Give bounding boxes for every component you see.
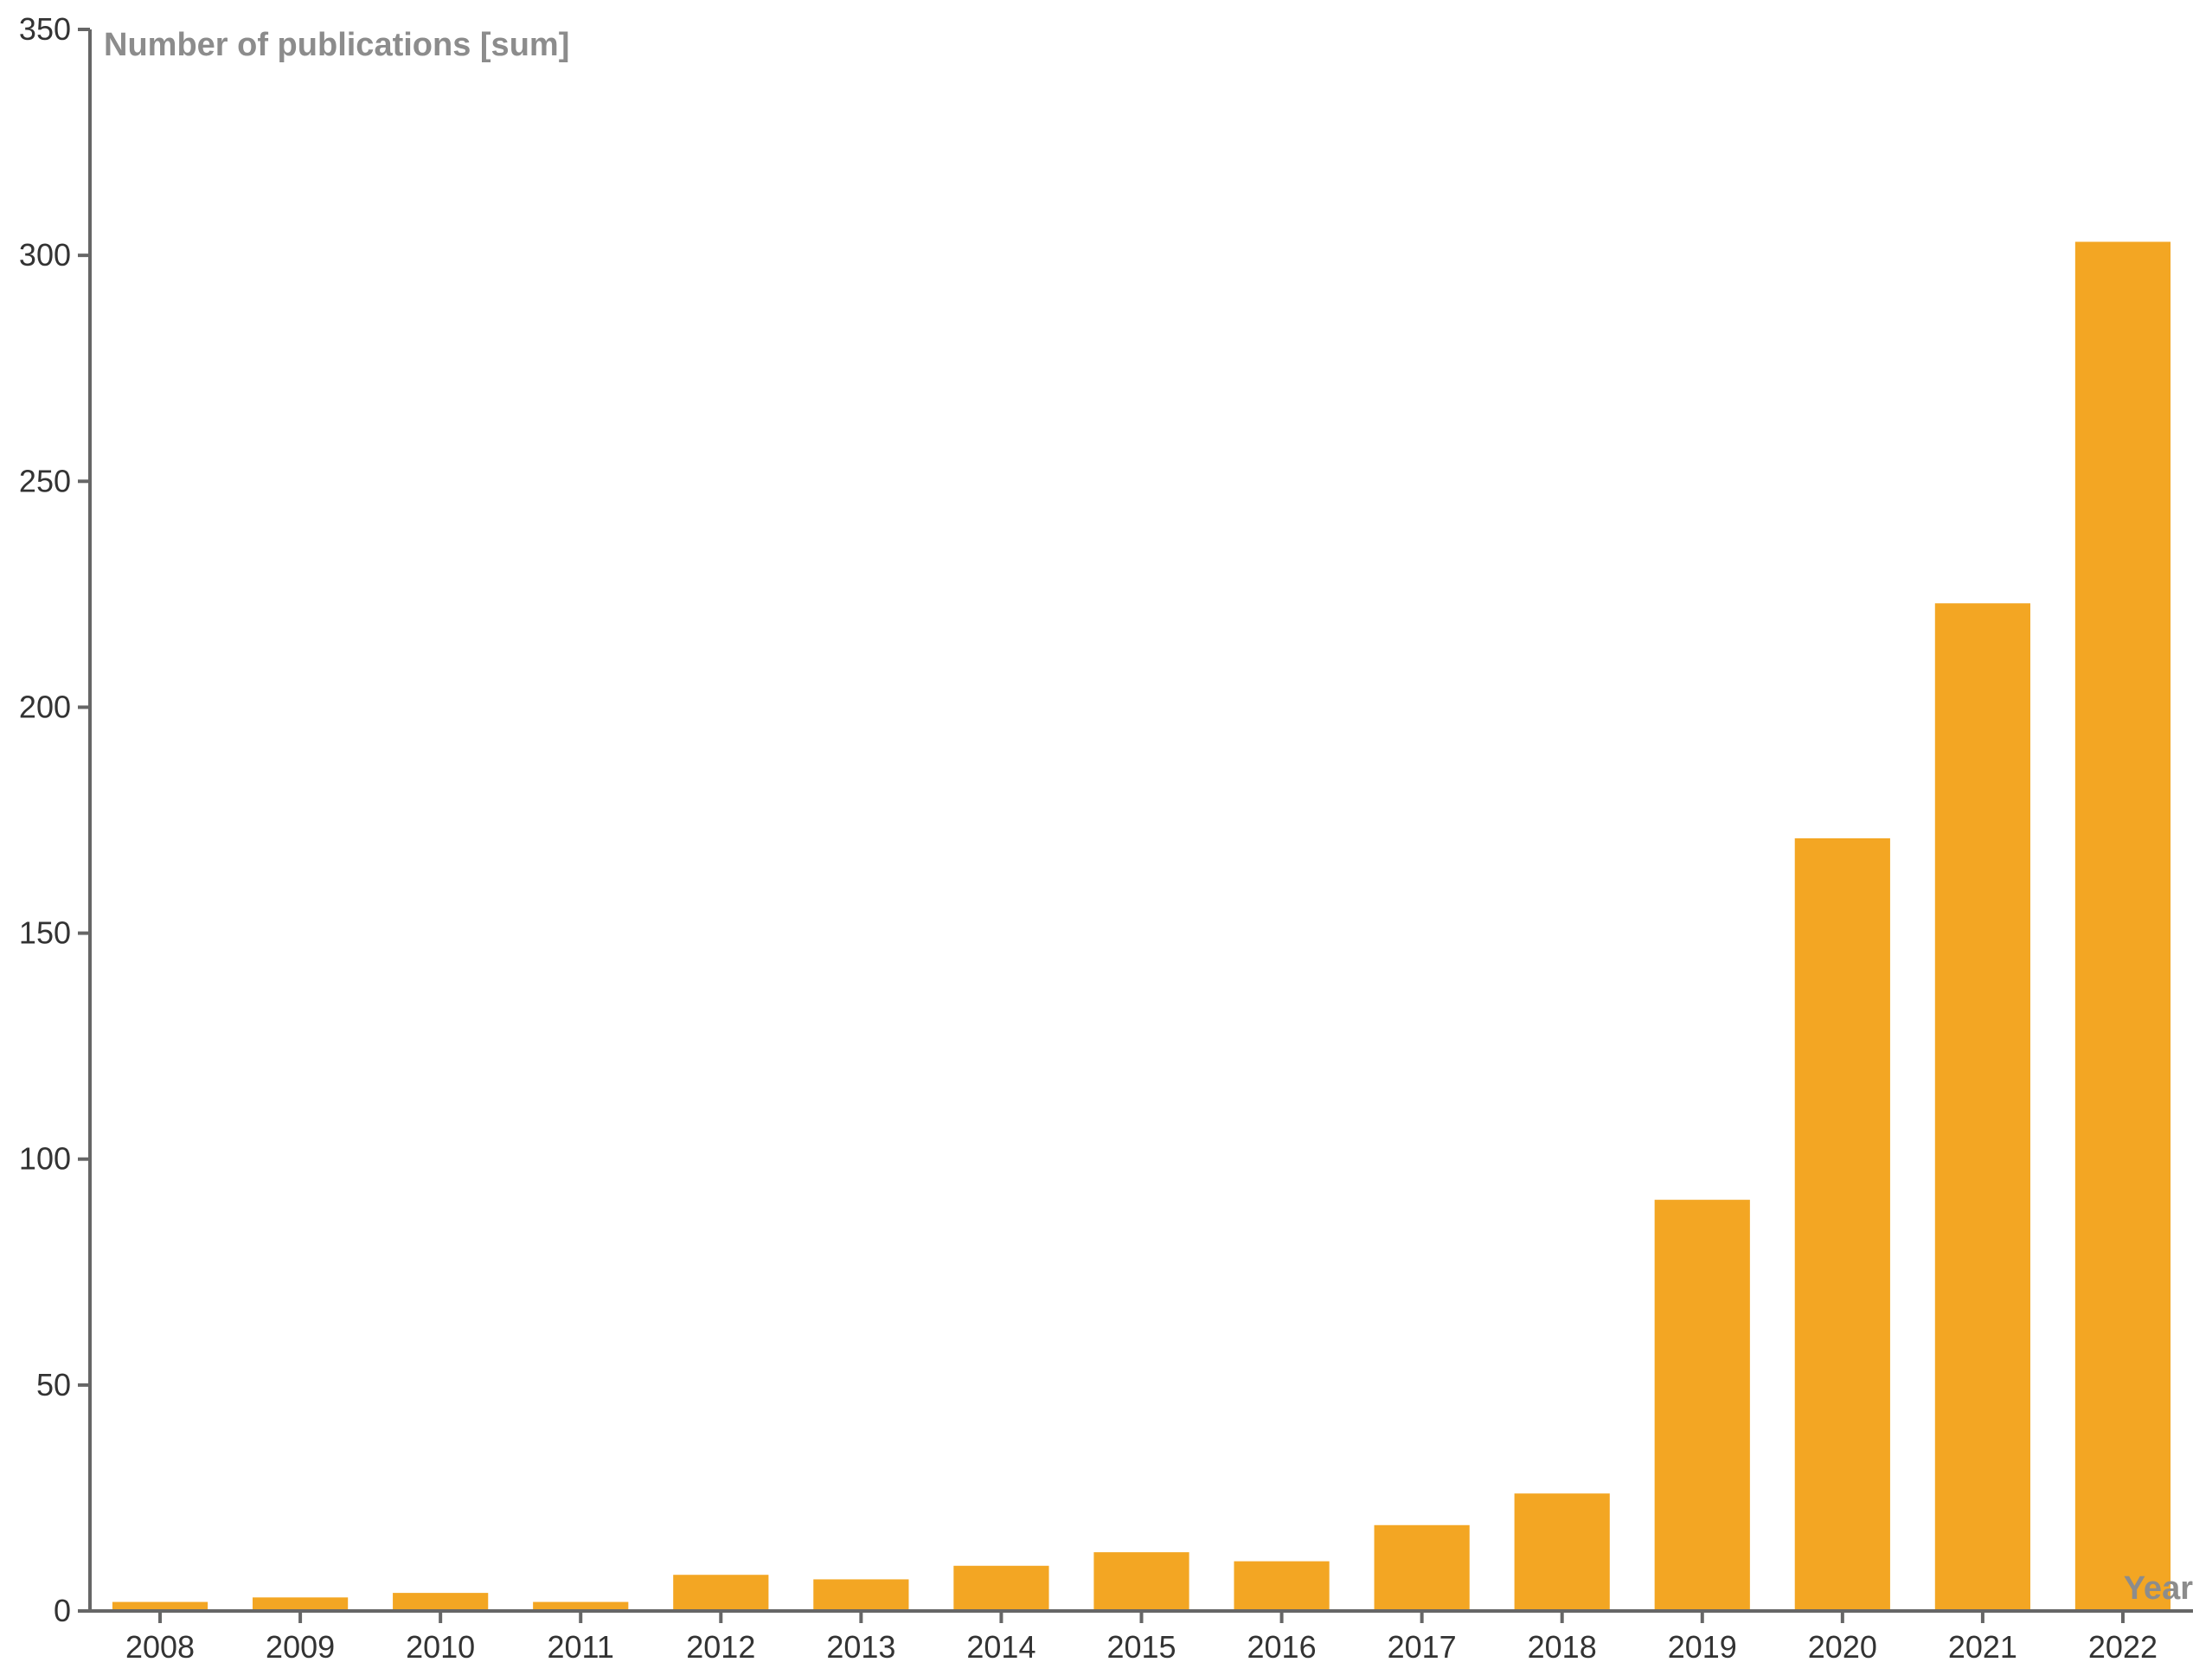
x-tick-label: 2017: [1388, 1629, 1457, 1665]
bar-2014: [953, 1565, 1049, 1611]
x-tick-label: 2016: [1247, 1629, 1317, 1665]
y-tick-label: 200: [19, 689, 71, 724]
bar-2012: [673, 1575, 769, 1611]
y-tick-label: 0: [54, 1593, 71, 1628]
x-axis-ticks: 2008 2009 2010 2011 2012 2013 2014 2015 2016 2017…: [125, 1611, 2158, 1665]
bar-2015: [1093, 1552, 1189, 1611]
x-tick-label: 2012: [686, 1629, 755, 1665]
x-tick-label: 2021: [1948, 1629, 2017, 1665]
bar-2018: [1514, 1493, 1610, 1611]
x-tick-label: 2011: [548, 1629, 614, 1665]
bar-2020: [1794, 838, 1890, 1611]
bar-2017: [1374, 1524, 1470, 1611]
bar-2008: [112, 1601, 208, 1611]
bar-2021: [1934, 603, 2031, 1611]
x-tick-label: 2019: [1668, 1629, 1737, 1665]
bar-2016: [1234, 1561, 1330, 1611]
bars-layer: [112, 241, 2171, 1612]
y-axis-title: Number of publications [sum]: [104, 27, 569, 63]
x-tick-label: 2009: [266, 1629, 335, 1665]
y-tick-label: 300: [19, 237, 71, 273]
x-tick-label: 2018: [1528, 1629, 1597, 1665]
bar-2022: [2074, 241, 2171, 1612]
x-tick-label: 2010: [406, 1629, 475, 1665]
bar-2019: [1654, 1199, 1750, 1611]
y-tick-label: 150: [19, 915, 71, 951]
x-tick-label: 2015: [1106, 1629, 1176, 1665]
y-tick-label: 100: [19, 1141, 71, 1177]
bar-2013: [813, 1579, 909, 1611]
y-tick-label: 350: [19, 11, 71, 47]
x-tick-label: 2022: [2088, 1629, 2158, 1665]
x-tick-label: 2020: [1808, 1629, 1877, 1665]
x-axis-title: Year: [2124, 1570, 2194, 1607]
y-tick-label: 250: [19, 463, 71, 498]
y-axis-ticks: 0 50 100 150 200 250 300 350: [19, 11, 90, 1628]
bar-2011: [533, 1601, 629, 1611]
bar-2010: [393, 1593, 489, 1611]
x-tick-label: 2008: [125, 1629, 195, 1665]
bar-2009: [252, 1597, 349, 1611]
y-tick-label: 50: [36, 1367, 71, 1402]
x-tick-label: 2014: [966, 1629, 1035, 1665]
x-tick-label: 2013: [826, 1629, 895, 1665]
